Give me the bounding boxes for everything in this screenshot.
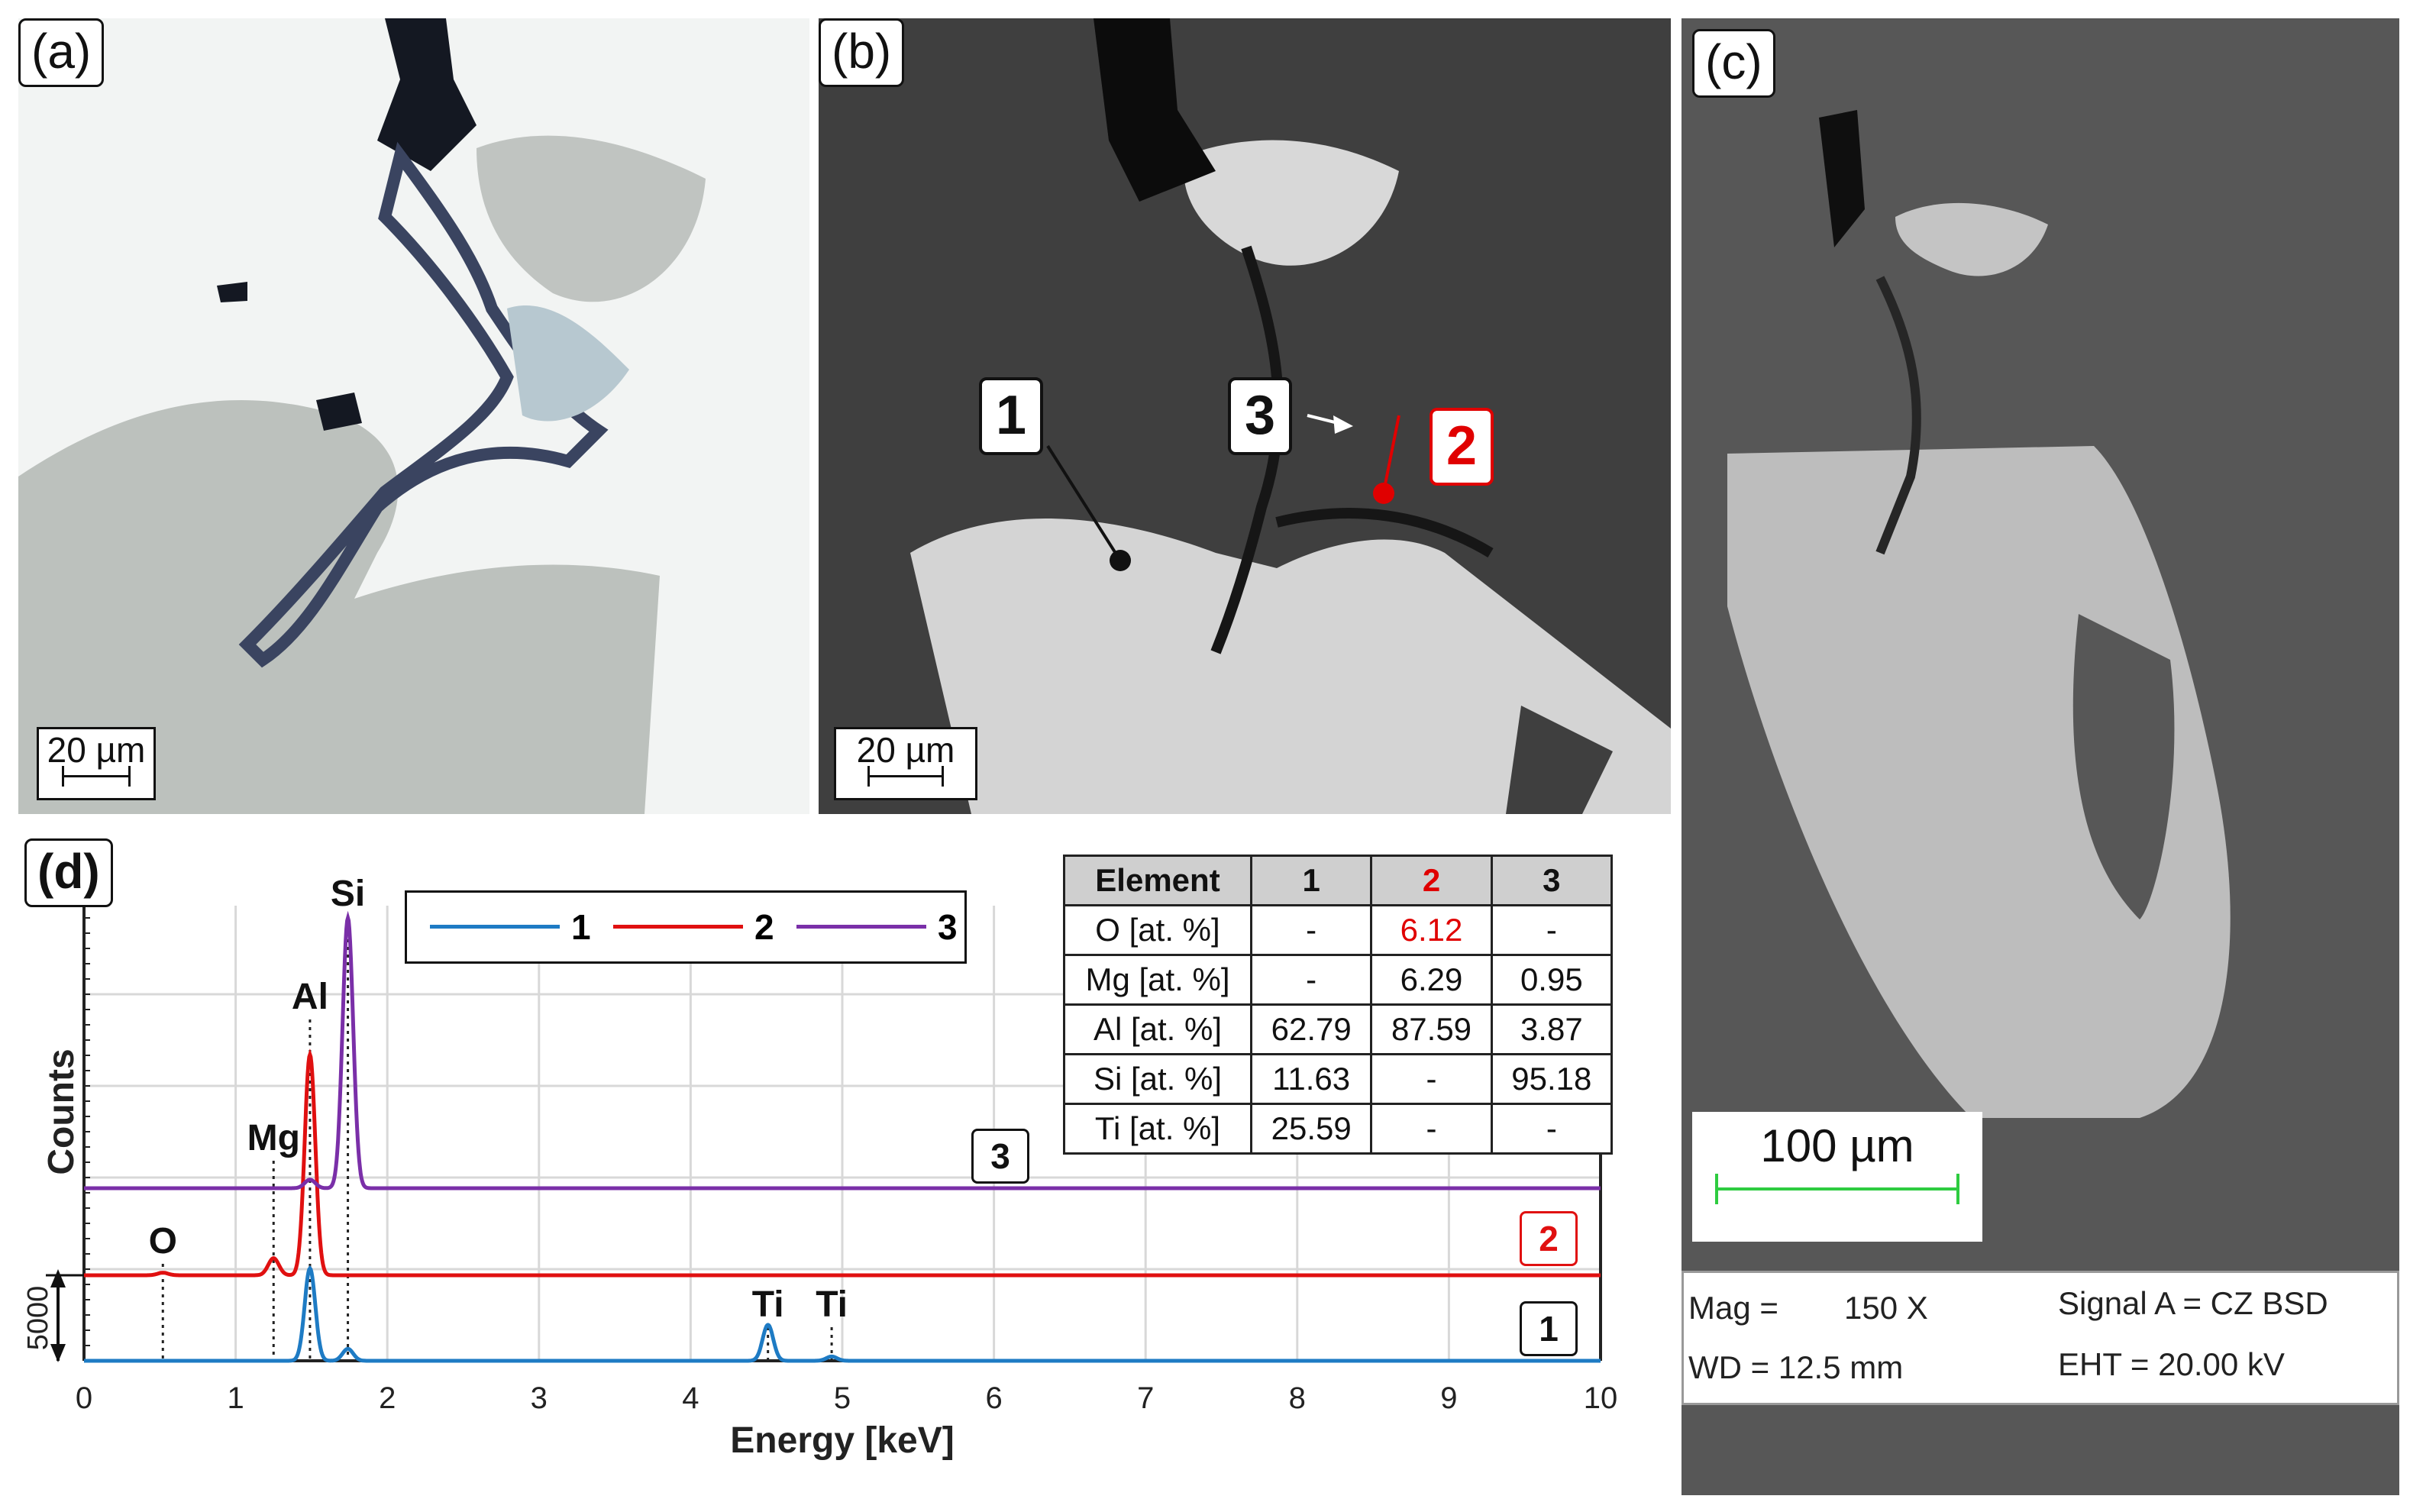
point-1-label: 1	[979, 377, 1043, 455]
table-header: Element	[1063, 855, 1252, 906]
table-cell: 87.59	[1370, 1003, 1493, 1055]
table-row: Ti [at. %] 25.59- -	[1063, 1103, 1614, 1155]
table-cell: 6.29	[1370, 954, 1493, 1006]
table-cell: -	[1370, 1103, 1493, 1155]
panel-a-scale-label: 20 µm	[47, 730, 146, 770]
point-markers	[1046, 414, 1400, 571]
x-tick-label: 9	[1440, 1381, 1457, 1415]
table-header: 1	[1249, 855, 1373, 906]
mag-value: 150 X	[1844, 1290, 1928, 1326]
mag-label: Mag =	[1688, 1290, 1778, 1326]
panel-d: 0 1 2 3 4 5 6 7 8 9 10 Energy [keV] Counts 5000 O Mg Al S…	[0, 822, 1671, 1512]
peak-label: Al	[292, 977, 328, 1017]
table-cell: 25.59	[1249, 1103, 1373, 1155]
panel-c-scale-label: 100 µm	[1760, 1120, 1914, 1171]
table-cell: -	[1490, 1103, 1614, 1155]
x-tick-label: 1	[227, 1381, 244, 1415]
panel-c-label: (c)	[1692, 29, 1775, 98]
table-row: Mg [at. %] -6.29 0.95	[1063, 954, 1614, 1006]
table-cell: -	[1249, 954, 1373, 1006]
series-line-1	[84, 1265, 1601, 1363]
panel-c-scale-bar: 100 µm	[1692, 1112, 1982, 1242]
table-row: Si [at. %] 11.63-95.18	[1063, 1053, 1614, 1105]
scale-marker-arrow-up	[50, 1269, 66, 1287]
curve-label-2: 2	[1520, 1211, 1578, 1266]
panel-a-scale-bar: 20 µm	[37, 727, 156, 800]
table-cell: 62.79	[1249, 1003, 1373, 1055]
panel-b-scale-label: 20 µm	[856, 730, 955, 770]
peak-label: Mg	[247, 1118, 300, 1158]
point-2-label: 2	[1430, 408, 1494, 486]
x-tick-label: 7	[1137, 1381, 1154, 1415]
table-cell: 95.18	[1490, 1053, 1614, 1105]
legend-item-2: 2	[754, 907, 774, 947]
point-3-label: 3	[1228, 377, 1292, 455]
panel-c-info-strip: Mag = 150 X WD = 12.5 mm Signal A = CZ B…	[1682, 1271, 2399, 1405]
table-cell: 11.63	[1249, 1053, 1373, 1105]
table-cell: -	[1249, 904, 1373, 956]
panel-c: (c) 100 µm Mag = 150 X WD = 12.5 mm Sign…	[1682, 18, 2399, 1495]
table-header-row: Element 1 2 3	[1063, 855, 1614, 906]
table-row: Al [at. %] 62.79 87.59 3.87	[1063, 1003, 1614, 1055]
composition-table: Element 1 2 3 O [at. %] -6.12- Mg [at. %] -…	[1063, 855, 1614, 1155]
legend-item-1: 1	[571, 907, 591, 947]
table-header: 3	[1490, 855, 1614, 906]
eht-value: EHT = 20.00 kV	[2058, 1346, 2285, 1382]
table-cell: -	[1490, 904, 1614, 956]
table-cell: 6.12	[1370, 904, 1493, 956]
table-cell: Al [at. %]	[1063, 1003, 1252, 1055]
table-cell: 3.87	[1490, 1003, 1614, 1055]
peak-label: Si	[331, 874, 365, 914]
curve-label-1: 1	[1520, 1301, 1578, 1356]
table-header: 2	[1370, 855, 1493, 906]
x-tick-label: 3	[531, 1381, 548, 1415]
series-line-2	[84, 1048, 1601, 1278]
series-line-3	[84, 910, 1601, 1191]
optical-micrograph	[18, 18, 809, 814]
signal-value: Signal A = CZ BSD	[2058, 1285, 2328, 1321]
y-axis-label: Counts	[41, 1048, 82, 1174]
x-tick-label: 5	[834, 1381, 851, 1415]
panel-b-scale-bar: 20 µm	[834, 727, 977, 800]
peak-label: Ti	[752, 1284, 784, 1325]
wd-value: WD = 12.5 mm	[1688, 1349, 1904, 1385]
table-cell: 0.95	[1490, 954, 1614, 1006]
table-row: O [at. %] -6.12-	[1063, 904, 1614, 956]
x-tick-label: 4	[682, 1381, 699, 1415]
x-tick-label: 0	[76, 1381, 92, 1415]
sem-micrograph-c	[1682, 18, 2399, 1495]
table-cell: Ti [at. %]	[1063, 1103, 1252, 1155]
panel-a-label: (a)	[18, 18, 105, 87]
x-tick-label: 2	[379, 1381, 396, 1415]
x-tick-label: 10	[1584, 1381, 1618, 1415]
table-cell: -	[1370, 1053, 1493, 1105]
panel-b-label: (b)	[819, 18, 905, 87]
x-axis-label: Energy [keV]	[730, 1420, 954, 1461]
scale-marker-arrow-down	[50, 1344, 66, 1362]
x-tick-label: 8	[1289, 1381, 1306, 1415]
table-cell: Si [at. %]	[1063, 1053, 1252, 1105]
legend-item-3: 3	[938, 907, 958, 947]
table-cell: O [at. %]	[1063, 904, 1252, 956]
table-cell: Mg [at. %]	[1063, 954, 1252, 1006]
panel-d-label: (d)	[24, 838, 113, 907]
chart-legend: 1 2 3	[405, 890, 967, 964]
scale-marker-label: 5000	[22, 1286, 54, 1351]
peak-label: Ti	[816, 1284, 848, 1325]
x-tick-label: 6	[985, 1381, 1002, 1415]
panel-a: (a) 20 µm	[18, 18, 809, 814]
panel-b: (b) 20 µm 1 2 3	[819, 18, 1671, 814]
peak-label: O	[149, 1221, 177, 1262]
curve-label-3: 3	[971, 1129, 1029, 1184]
